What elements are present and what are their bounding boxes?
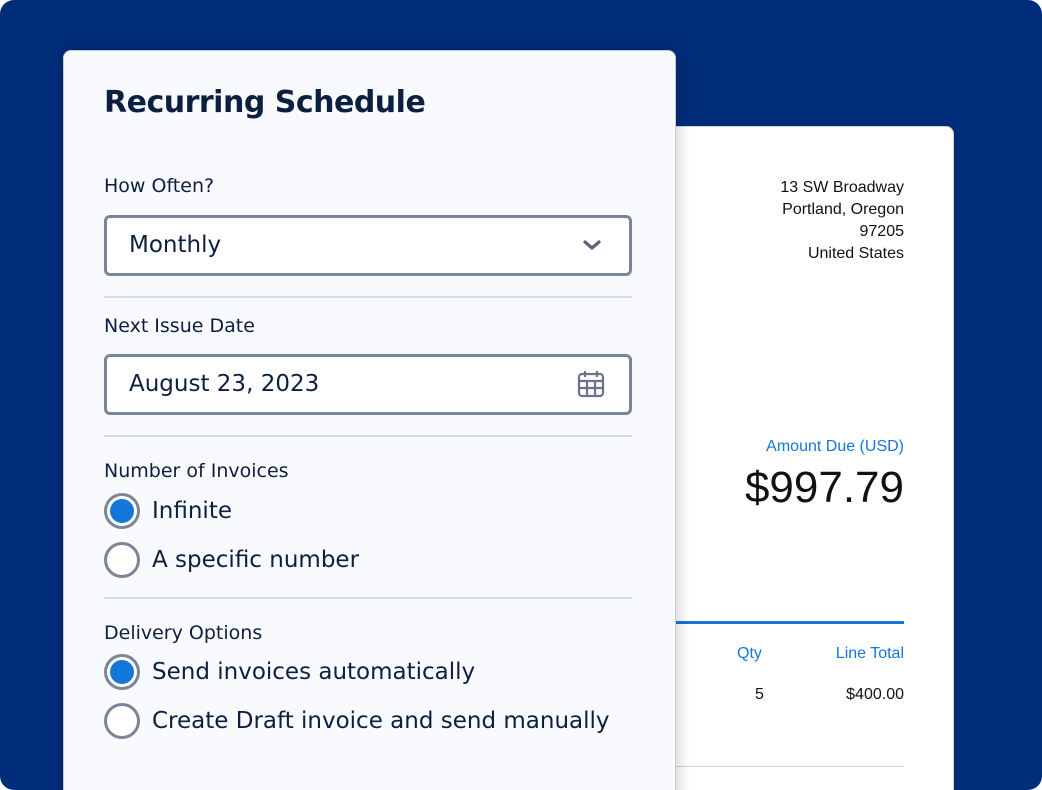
divider [661, 766, 904, 767]
address-line: United States [807, 245, 904, 262]
qty-header: Qty [737, 645, 762, 662]
address-line: 13 SW Broadway [780, 179, 904, 196]
line-total-header: Line Total [835, 645, 904, 662]
radio-send-automatically[interactable]: Send invoices automatically [104, 654, 475, 690]
panel-title: Recurring Schedule [104, 85, 426, 120]
line-total-cell: $400.00 [846, 686, 904, 703]
delivery-options-label: Delivery Options [104, 622, 263, 644]
next-issue-date-input[interactable]: August 23, 2023 [104, 354, 632, 415]
radio-label: Send invoices automatically [152, 659, 476, 685]
amount-due: $997.79 [744, 463, 904, 512]
address-line: Portland, Oregon [782, 201, 904, 218]
radio-unselected-icon[interactable] [104, 542, 140, 578]
recurring-schedule-panel: Recurring Schedule How Often? Monthly Ne… [63, 50, 676, 790]
radio-unselected-icon[interactable] [104, 703, 140, 739]
radio-label: A specific number [152, 547, 360, 573]
radio-selected-icon[interactable] [104, 493, 140, 529]
radio-selected-icon[interactable] [104, 654, 140, 690]
chevron-down-icon [583, 240, 601, 250]
radio-create-draft[interactable]: Create Draft invoice and send manually [104, 703, 610, 739]
company-address: 13 SW Broadway Portland, Oregon 97205 Un… [780, 177, 904, 265]
qty-cell: 5 [755, 686, 764, 703]
amount-due-label: Amount Due (USD) [766, 438, 904, 455]
radio-label: Infinite [152, 498, 232, 524]
how-often-select[interactable]: Monthly [104, 215, 632, 276]
divider [104, 296, 632, 298]
divider [104, 435, 632, 437]
table-header-rule [661, 621, 904, 624]
how-often-value: Monthly [129, 232, 222, 258]
how-often-label: How Often? [104, 175, 215, 197]
divider [104, 597, 632, 599]
radio-label: Create Draft invoice and send manually [152, 708, 610, 734]
radio-specific-number[interactable]: A specific number [104, 542, 359, 578]
radio-infinite[interactable]: Infinite [104, 493, 232, 529]
next-issue-label: Next Issue Date [104, 315, 255, 337]
address-line: 97205 [859, 223, 905, 240]
number-of-invoices-label: Number of Invoices [104, 460, 289, 482]
calendar-icon[interactable] [577, 370, 605, 398]
next-issue-value: August 23, 2023 [129, 371, 320, 397]
invoice-preview: 13 SW Broadway Portland, Oregon 97205 Un… [640, 126, 954, 790]
